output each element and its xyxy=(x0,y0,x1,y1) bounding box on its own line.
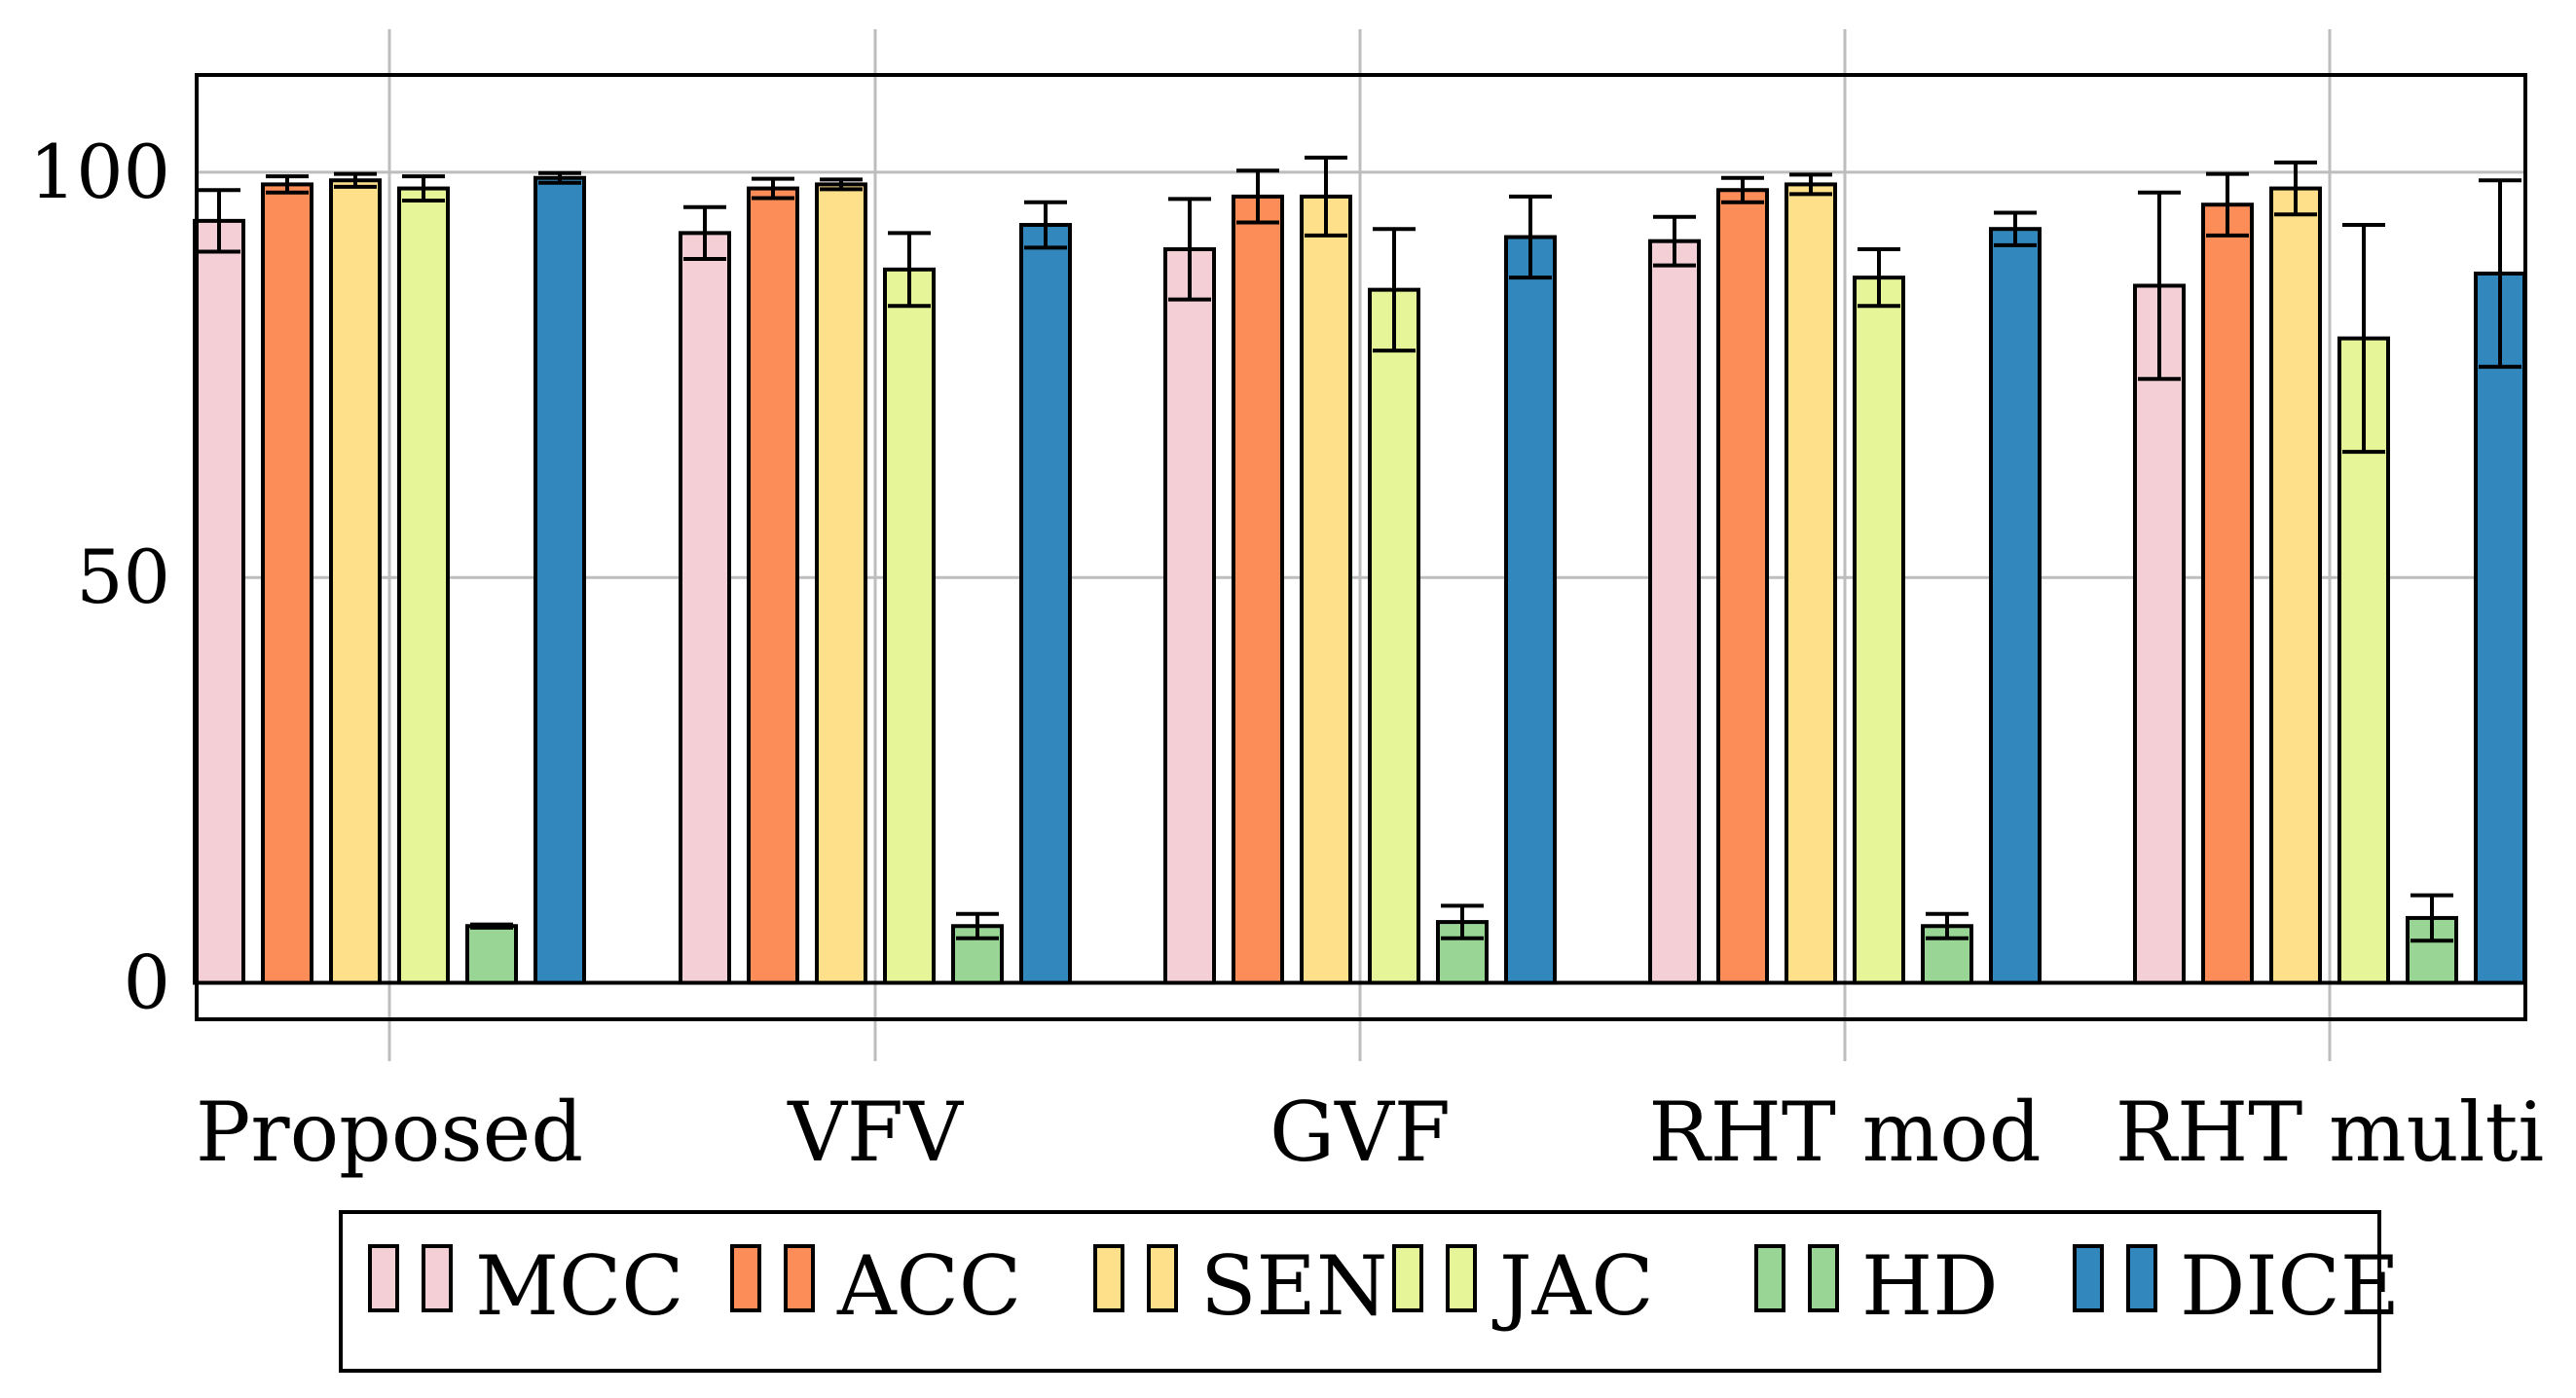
bar-hd-0 xyxy=(465,924,518,985)
bar-sen-3 xyxy=(1785,182,1837,985)
bar-jac-2 xyxy=(1368,287,1420,985)
legend-label-acc: ACC xyxy=(836,1238,1021,1334)
error-bar-layer xyxy=(198,155,2521,943)
bar-jac-1 xyxy=(883,267,936,985)
legend-swatch-hd xyxy=(1754,1244,1785,1312)
legend-label-sen: SEN xyxy=(1200,1238,1387,1334)
bar-sen-2 xyxy=(1300,194,1352,985)
legend-swatch-sen xyxy=(1147,1244,1178,1312)
legend-label-mcc: MCC xyxy=(475,1238,684,1334)
bar-acc-2 xyxy=(1232,194,1284,985)
y-tick-label: 0 xyxy=(124,939,170,1026)
tick-label-layer: 0 50 100 Proposed VFV GVF RHT mod RHT multi xyxy=(29,129,2544,1180)
legend: MCC ACC SEN JAC HD DICE xyxy=(339,1210,2400,1373)
bar-mcc-4 xyxy=(2133,283,2186,985)
legend-frame xyxy=(339,1210,2381,1373)
legend-label-hd: HD xyxy=(1861,1238,1999,1334)
bar-acc-4 xyxy=(2201,202,2254,985)
plot-frame xyxy=(195,73,2527,1021)
bar-sen-1 xyxy=(815,182,867,985)
bar-acc-1 xyxy=(747,186,799,985)
bar-mcc-2 xyxy=(1163,247,1216,985)
legend-swatch-mcc xyxy=(422,1244,453,1312)
legend-swatch-dice xyxy=(2126,1244,2157,1312)
bar-jac-0 xyxy=(397,186,450,985)
bar-sen-0 xyxy=(329,178,382,985)
bar-acc-3 xyxy=(1716,188,1769,985)
legend-swatch-dice xyxy=(2073,1244,2104,1312)
bar-mcc-3 xyxy=(1648,239,1701,985)
bar-mcc-1 xyxy=(679,231,731,985)
legend-swatch-hd xyxy=(1808,1244,1839,1312)
x-tick-label: Proposed xyxy=(196,1085,583,1180)
legend-swatch-jac xyxy=(1392,1244,1423,1312)
bar-dice-1 xyxy=(1019,223,1072,985)
legend-swatch-mcc xyxy=(368,1244,399,1312)
legend-swatch-sen xyxy=(1093,1244,1124,1312)
legend-label-dice: DICE xyxy=(2180,1238,2400,1334)
bar-mcc-0 xyxy=(193,218,245,985)
bar-dice-0 xyxy=(534,175,586,985)
x-tick-label: GVF xyxy=(1270,1085,1451,1180)
x-tick-label: VFV xyxy=(787,1085,964,1180)
bar-jac-4 xyxy=(2337,336,2390,985)
legend-swatch-acc xyxy=(784,1244,815,1312)
bar-sen-4 xyxy=(2269,186,2322,985)
bar-jac-3 xyxy=(1853,276,1905,985)
bar-acc-0 xyxy=(261,182,313,985)
legend-swatch-acc xyxy=(730,1244,761,1312)
legend-swatch-jac xyxy=(1446,1244,1477,1312)
x-tick-label: RHT multi xyxy=(2116,1085,2544,1180)
y-tick-label: 50 xyxy=(76,533,170,620)
bar-dice-2 xyxy=(1504,235,1557,985)
bar-dice-3 xyxy=(1989,227,2042,985)
x-tick-label: RHT mod xyxy=(1648,1085,2041,1180)
bar-layer xyxy=(193,175,2526,985)
bar-dice-4 xyxy=(2474,271,2526,985)
legend-label-jac: JAC xyxy=(1491,1238,1654,1334)
y-tick-label: 100 xyxy=(29,129,170,215)
